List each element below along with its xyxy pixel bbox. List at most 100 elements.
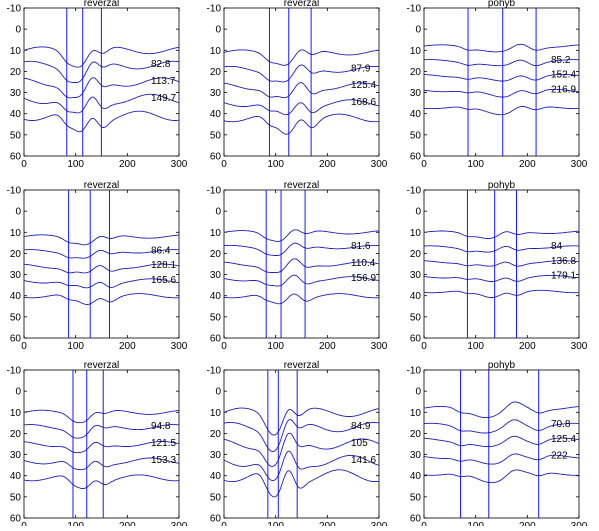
y-tick-label: 20 bbox=[10, 67, 22, 78]
trace-line bbox=[223, 407, 380, 436]
trace-line bbox=[423, 230, 579, 239]
y-tick-label: 40 bbox=[10, 291, 22, 302]
trace-line bbox=[423, 59, 579, 67]
y-tick-label: 30 bbox=[10, 88, 22, 99]
x-tick-label: 0 bbox=[421, 159, 427, 170]
trace-line bbox=[423, 106, 579, 116]
trace-line bbox=[23, 474, 180, 489]
x-tick-label: 100 bbox=[67, 521, 84, 526]
x-tick-label: 100 bbox=[467, 159, 484, 170]
y-tick-label: -10 bbox=[407, 366, 422, 377]
trace-line bbox=[223, 242, 380, 256]
y-tick-label: 60 bbox=[10, 152, 22, 163]
x-tick-label: 0 bbox=[221, 341, 227, 352]
x-tick-label: 100 bbox=[267, 159, 284, 170]
y-tick-label: 0 bbox=[15, 207, 21, 218]
y-tick-label: 60 bbox=[210, 334, 222, 345]
y-tick-label: 10 bbox=[410, 408, 422, 419]
trace-line bbox=[23, 249, 179, 259]
y-tick-label: 30 bbox=[210, 270, 222, 281]
x-tick-label: 100 bbox=[67, 341, 84, 352]
x-tick-label: 100 bbox=[267, 521, 284, 526]
y-tick-label: 50 bbox=[410, 492, 422, 503]
subplot-title: reverzal bbox=[84, 180, 120, 191]
x-tick-label: 0 bbox=[421, 341, 427, 352]
axes-frame bbox=[423, 189, 580, 339]
y-tick-label: 40 bbox=[210, 109, 222, 120]
x-tick-label: 200 bbox=[319, 341, 336, 352]
subplot-8: reverzal-100102030405060010020030084.910… bbox=[207, 360, 388, 531]
y-tick-label: -10 bbox=[207, 186, 222, 197]
y-tick-label: 10 bbox=[10, 46, 22, 57]
x-tick-label: 0 bbox=[21, 341, 27, 352]
marker-value-label: 168.6 bbox=[351, 97, 376, 108]
y-tick-label: 40 bbox=[10, 471, 22, 482]
y-tick-label: -10 bbox=[407, 4, 422, 15]
marker-value-label: 216.9 bbox=[551, 84, 576, 95]
subplot-title: reverzal bbox=[284, 180, 320, 191]
y-tick-label: 0 bbox=[215, 207, 221, 218]
trace-line bbox=[423, 289, 579, 299]
y-tick-label: -10 bbox=[207, 366, 222, 377]
trace-line bbox=[423, 401, 580, 419]
y-tick-label: 20 bbox=[10, 429, 22, 440]
y-tick-label: 30 bbox=[210, 450, 222, 461]
trace-line bbox=[223, 82, 380, 99]
trace-line bbox=[424, 245, 580, 253]
subplot-title: reverzal bbox=[84, 360, 120, 371]
trace-line bbox=[423, 73, 580, 82]
y-tick-label: 0 bbox=[15, 387, 21, 398]
y-tick-label: 60 bbox=[210, 152, 222, 163]
y-tick-label: 20 bbox=[210, 429, 222, 440]
trace-line bbox=[23, 424, 180, 439]
x-tick-label: 0 bbox=[221, 159, 227, 170]
marker-value-label: 84.9 bbox=[351, 421, 371, 432]
trace-line bbox=[223, 113, 380, 135]
trace-line bbox=[23, 409, 180, 424]
y-tick-label: -10 bbox=[7, 4, 22, 15]
x-tick-label: 200 bbox=[519, 341, 536, 352]
trace-line bbox=[423, 43, 580, 53]
trace-line bbox=[423, 435, 580, 448]
y-tick-label: 20 bbox=[410, 67, 422, 78]
y-tick-label: 30 bbox=[210, 88, 222, 99]
marker-value-label: 81.6 bbox=[351, 241, 371, 252]
trace-line bbox=[23, 278, 180, 289]
y-tick-label: -10 bbox=[7, 366, 22, 377]
x-tick-label: 100 bbox=[67, 159, 84, 170]
y-tick-label: 20 bbox=[210, 67, 222, 78]
y-tick-label: 60 bbox=[210, 514, 222, 525]
marker-value-label: 153.3 bbox=[151, 455, 176, 466]
y-tick-label: 50 bbox=[210, 492, 222, 503]
trace-line bbox=[23, 234, 180, 246]
y-tick-label: -10 bbox=[7, 186, 22, 197]
y-tick-label: 40 bbox=[10, 109, 22, 120]
subplot-title: pohyb bbox=[488, 360, 516, 371]
y-tick-label: 20 bbox=[410, 429, 422, 440]
axes-frame bbox=[23, 189, 180, 339]
trace-line bbox=[23, 457, 180, 471]
y-tick-label: 10 bbox=[210, 228, 222, 239]
x-tick-label: 100 bbox=[467, 341, 484, 352]
y-tick-label: 10 bbox=[410, 228, 422, 239]
trace-line bbox=[423, 453, 580, 465]
y-tick-label: 50 bbox=[210, 130, 222, 141]
trace-line bbox=[223, 99, 380, 116]
y-tick-label: 50 bbox=[210, 312, 222, 323]
y-tick-label: 0 bbox=[415, 387, 421, 398]
x-tick-label: 200 bbox=[119, 159, 136, 170]
x-tick-label: 0 bbox=[21, 521, 27, 526]
trace-line bbox=[23, 263, 180, 274]
axes-frame bbox=[423, 7, 580, 157]
y-tick-label: 60 bbox=[410, 152, 422, 163]
subplot-title: reverzal bbox=[84, 0, 120, 9]
y-tick-label: 10 bbox=[410, 46, 422, 57]
marker-value-label: 94.8 bbox=[151, 421, 171, 432]
x-tick-label: 300 bbox=[571, 521, 588, 526]
trace-line bbox=[223, 432, 380, 467]
